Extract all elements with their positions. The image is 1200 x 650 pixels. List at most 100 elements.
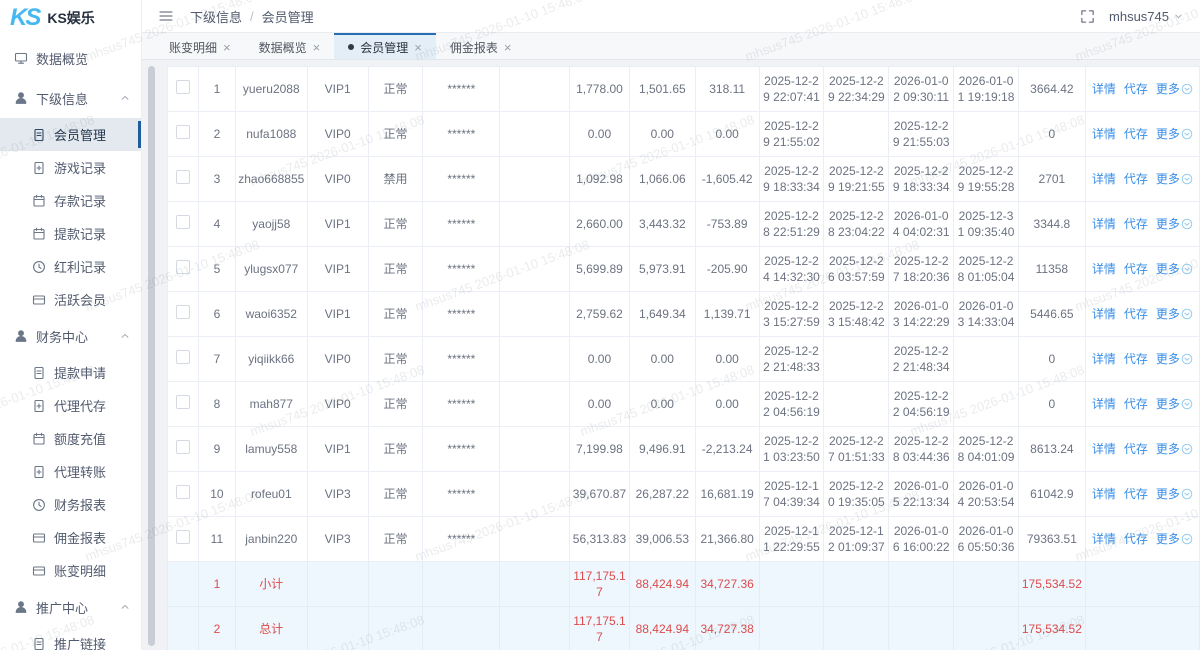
sidebar-subitem-2-2[interactable]: 额度充值 — [0, 422, 141, 455]
detail-link[interactable]: 详情 — [1091, 127, 1116, 141]
row-checkbox[interactable] — [175, 530, 190, 544]
row-checkbox[interactable] — [175, 305, 190, 319]
summary-cell-index: 2 — [197, 606, 236, 650]
deposit-link[interactable]: 代存 — [1123, 352, 1148, 366]
tab-1[interactable]: 数据概览 × — [245, 33, 335, 59]
hamburger-icon[interactable] — [158, 8, 174, 24]
detail-link[interactable]: 详情 — [1091, 397, 1116, 411]
tab-close-icon[interactable]: × — [414, 39, 422, 55]
sidebar-subitem-1-0[interactable]: 会员管理 — [0, 118, 141, 151]
row-checkbox[interactable] — [175, 485, 190, 499]
deposit-link[interactable]: 代存 — [1123, 82, 1148, 96]
tab-2[interactable]: 会员管理 × — [334, 33, 436, 59]
deposit-link[interactable]: 代存 — [1123, 172, 1148, 186]
sidebar-subitem-label: 会员管理 — [54, 128, 107, 143]
sidebar-item-1[interactable]: 下级信息 — [0, 78, 141, 118]
row-checkbox[interactable] — [175, 350, 190, 364]
tab-close-icon[interactable]: × — [312, 39, 321, 55]
more-link[interactable]: 更多 — [1156, 442, 1193, 456]
deposit-link[interactable]: 代存 — [1123, 307, 1148, 321]
deposit-link[interactable]: 代存 — [1123, 397, 1148, 411]
deposit-link[interactable]: 代存 — [1123, 262, 1148, 276]
deposit-link[interactable]: 代存 — [1123, 217, 1148, 231]
deposit-link[interactable]: 代存 — [1123, 127, 1148, 141]
sidebar-item-label: 财务中心 — [36, 329, 89, 345]
detail-link[interactable]: 详情 — [1091, 307, 1116, 321]
detail-link[interactable]: 详情 — [1091, 487, 1116, 501]
sidebar-subitem-1-3[interactable]: 提款记录 — [0, 217, 141, 250]
sidebar-subitem-2-6[interactable]: 账变明细 — [0, 554, 141, 587]
detail-link[interactable]: 详情 — [1091, 172, 1116, 186]
row-checkbox[interactable] — [175, 215, 190, 229]
sidebar-subitem-2-0[interactable]: 提款申请 — [0, 356, 141, 389]
deposit-link[interactable]: 代存 — [1123, 532, 1148, 546]
summary-cell-vip — [306, 561, 369, 607]
breadcrumb-item[interactable]: 下级信息 — [190, 9, 243, 25]
cell-status: 正常 — [367, 471, 424, 517]
detail-link[interactable]: 详情 — [1091, 442, 1116, 456]
sidebar-subitem-2-1[interactable]: 代理代存 — [0, 389, 141, 422]
sidebar-subitem-3-0[interactable]: 推广链接 — [0, 627, 141, 650]
more-link[interactable]: 更多 — [1156, 397, 1193, 411]
sidebar-subitem-2-5[interactable]: 佣金报表 — [0, 521, 141, 554]
cell-amount2: 1,649.34 — [628, 291, 696, 337]
more-link[interactable]: 更多 — [1156, 217, 1193, 231]
deposit-link[interactable]: 代存 — [1123, 442, 1148, 456]
tab-0[interactable]: 账变明细 × — [155, 33, 245, 59]
cell-date2: 2025-12-29 22:34:29 — [823, 66, 890, 112]
sidebar-subitem-2-3[interactable]: 代理转账 — [0, 455, 141, 488]
more-link[interactable]: 更多 — [1156, 262, 1193, 276]
sidebar-subitem-2-4[interactable]: 财务报表 — [0, 488, 141, 521]
detail-link[interactable]: 详情 — [1091, 352, 1116, 366]
more-link[interactable]: 更多 — [1156, 127, 1193, 141]
sidebar-item-3[interactable]: 推广中心 — [0, 587, 141, 627]
detail-link[interactable]: 详情 — [1091, 532, 1116, 546]
row-checkbox[interactable] — [175, 440, 190, 454]
cell-date4: 2026-01-03 14:33:04 — [953, 291, 1019, 337]
deposit-link[interactable]: 代存 — [1123, 487, 1148, 501]
tab-close-icon[interactable]: × — [223, 39, 231, 55]
sidebar-subitem-1-4[interactable]: 红利记录 — [0, 250, 141, 283]
chevron-up-icon — [119, 330, 131, 342]
sidebar-item-2[interactable]: 财务中心 — [0, 316, 141, 356]
cell-status: 正常 — [367, 291, 424, 337]
tab-3[interactable]: 佣金报表 × — [436, 33, 526, 59]
detail-link[interactable]: 详情 — [1091, 82, 1116, 96]
row-checkbox[interactable] — [175, 395, 190, 409]
more-link[interactable]: 更多 — [1156, 307, 1193, 321]
cell-password: ****** — [422, 111, 501, 157]
row-checkbox[interactable] — [175, 260, 190, 274]
cell-date4: 2026-01-04 20:53:54 — [953, 471, 1019, 517]
row-checkbox[interactable] — [175, 170, 190, 184]
document-plus-icon — [32, 399, 46, 413]
tab-label: 会员管理 — [360, 40, 409, 55]
more-link[interactable]: 更多 — [1156, 172, 1193, 186]
tab-close-icon[interactable]: × — [503, 39, 512, 55]
detail-link[interactable]: 详情 — [1091, 217, 1116, 231]
cell-date2: 2025-12-12 01:09:37 — [823, 516, 890, 562]
cell-date2: 2025-12-27 01:51:33 — [823, 426, 890, 472]
more-link[interactable]: 更多 — [1156, 532, 1193, 546]
sidebar-subitem-1-5[interactable]: 活跃会员 — [0, 283, 141, 316]
breadcrumb-item: 会员管理 — [261, 9, 314, 25]
row-checkbox[interactable] — [175, 80, 190, 94]
cell-actions: 详情 代存 更多 — [1084, 66, 1200, 112]
vertical-scrollbar[interactable] — [148, 66, 155, 646]
detail-link[interactable]: 详情 — [1091, 262, 1116, 276]
row-checkbox[interactable] — [175, 125, 190, 139]
sidebar-item-0[interactable]: 数据概览 — [0, 38, 141, 78]
user-icon — [14, 91, 28, 105]
sidebar-subitem-1-2[interactable]: 存款记录 — [0, 184, 141, 217]
sidebar-item-label: 数据概览 — [36, 51, 89, 67]
more-link[interactable]: 更多 — [1156, 352, 1193, 366]
sidebar-subitem-1-1[interactable]: 游戏记录 — [0, 151, 141, 184]
fullscreen-icon[interactable] — [1080, 9, 1095, 24]
cell-realname — [499, 111, 571, 157]
chevron-down-icon — [1173, 11, 1184, 22]
summary-cell-actions — [1084, 606, 1200, 650]
more-link[interactable]: 更多 — [1156, 82, 1193, 96]
more-link[interactable]: 更多 — [1156, 487, 1193, 501]
more-circle-icon — [1181, 488, 1193, 500]
user-menu[interactable]: mhsus745 — [1109, 9, 1184, 24]
cell-index: 4 — [197, 201, 236, 247]
